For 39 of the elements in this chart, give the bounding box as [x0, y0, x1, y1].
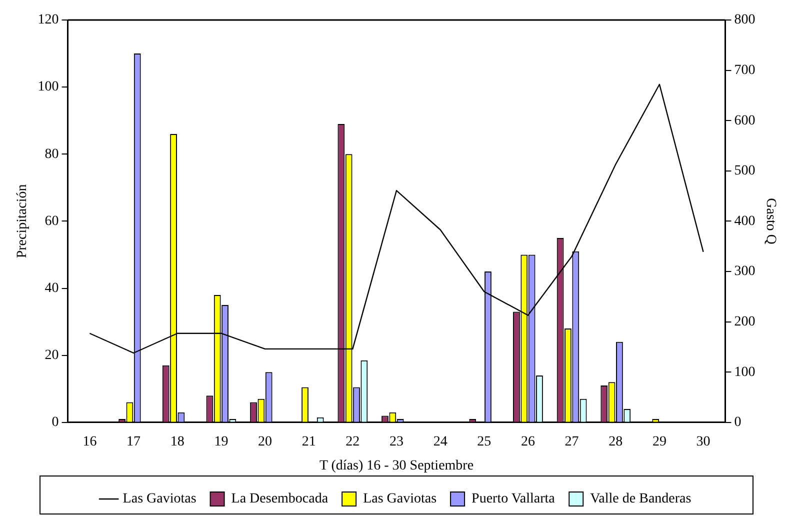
y2-tick-label: 400	[734, 214, 756, 229]
x-tick-label: 23	[390, 434, 404, 450]
x-tick-label: 30	[696, 434, 710, 450]
y2-axis-title: Gasto Q	[762, 198, 778, 244]
x-tick-label: 27	[564, 434, 579, 450]
y-tick-label: 60	[44, 214, 59, 229]
y2-tick-label: 800	[734, 12, 756, 28]
x-tick-label: 18	[170, 434, 184, 450]
x-tick-label: 28	[608, 434, 623, 450]
x-axis-title: T (días) 16 - 30 Septiembre	[319, 458, 474, 474]
legend-label: Las Gaviotas	[363, 492, 437, 507]
y-tick-label: 20	[44, 348, 59, 364]
legend-label: Valle de Banderas	[590, 492, 692, 507]
x-tick-label: 17	[126, 434, 141, 450]
x-tick-label: 24	[433, 434, 448, 450]
y2-tick-label: 500	[734, 164, 756, 179]
y-tick-label: 80	[44, 146, 59, 162]
y2-tick-label: 300	[734, 264, 756, 280]
y-tick-label: 40	[44, 280, 59, 296]
x-tick-label: 20	[258, 434, 272, 450]
y2-tick-label: 200	[734, 314, 756, 330]
x-tick-label: 19	[214, 434, 228, 450]
y2-tick-label: 700	[734, 62, 756, 78]
legend-label: Las Gaviotas	[122, 492, 196, 507]
y2-tick-label: 0	[734, 415, 742, 430]
x-tick-label: 16	[82, 434, 97, 450]
y2-tick-label: 600	[734, 113, 756, 128]
legend-label: La Desembocada	[231, 492, 329, 507]
x-tick-label: 22	[346, 434, 360, 450]
x-tick-label: 29	[652, 434, 666, 450]
x-tick-label: 25	[477, 434, 492, 450]
legend-label: Puerto Vallarta	[472, 492, 556, 507]
y-tick-label: 0	[52, 415, 59, 430]
x-tick-label: 26	[520, 434, 535, 450]
x-tick-label: 21	[302, 434, 316, 450]
y-tick-label: 100	[38, 80, 59, 95]
y2-tick-label: 100	[734, 364, 756, 380]
y-axis-title: Precipitación	[15, 184, 30, 258]
y-tick-label: 120	[38, 12, 59, 28]
